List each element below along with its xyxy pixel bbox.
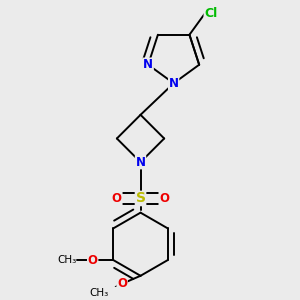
Text: N: N xyxy=(169,77,179,90)
Text: CH₃: CH₃ xyxy=(90,289,109,298)
Text: O: O xyxy=(159,192,169,205)
Text: Cl: Cl xyxy=(204,7,218,20)
Text: S: S xyxy=(136,191,146,206)
Text: O: O xyxy=(112,192,122,205)
Text: O: O xyxy=(117,278,127,290)
Text: N: N xyxy=(136,156,146,169)
Text: CH₃: CH₃ xyxy=(57,255,76,265)
Text: O: O xyxy=(88,254,98,266)
Text: N: N xyxy=(143,58,153,71)
